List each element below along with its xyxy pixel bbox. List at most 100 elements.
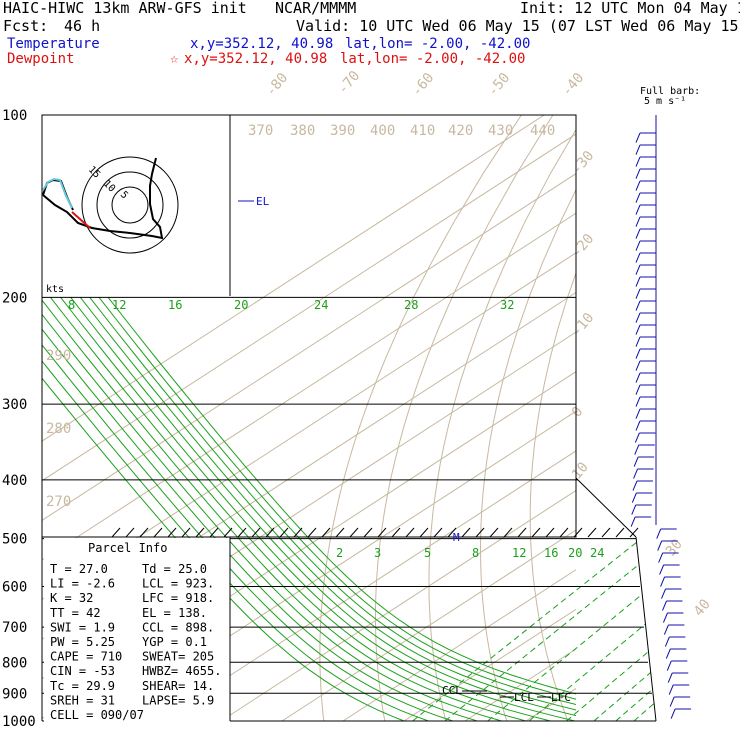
hatch-mark: [181, 527, 191, 538]
wind-barb-flag: [635, 300, 641, 311]
parcel-info-right: LAPSE= 5.9: [142, 693, 214, 707]
isotherm-label: -30: [569, 148, 598, 178]
parcel-info-left: SWI = 1.9: [50, 620, 115, 634]
mixing-ratio-label: 20: [234, 298, 248, 312]
pressure-tick-label: 900: [2, 686, 27, 702]
hatch-mark: [489, 527, 499, 538]
wind-barb-flag: [666, 660, 672, 671]
isotherm-line: [281, 529, 576, 721]
dewpoint-legend: Dewpoint: [7, 51, 74, 67]
organization-label: NCAR/MMMM: [275, 0, 356, 17]
parcel-info-left: T = 27.0: [50, 562, 108, 576]
dry-adiabat: [529, 271, 576, 721]
mixing-ratio-label: 3: [374, 546, 381, 560]
wind-barb-flag: [670, 708, 676, 719]
wind-barb-flag: [663, 624, 669, 635]
wind-barbs: [630, 115, 692, 719]
parcel-info-right: SWEAT= 205: [142, 650, 214, 664]
isotherm-line: [42, 133, 576, 482]
wind-barb-flag: [635, 276, 641, 287]
parcel-info-left: TT = 42: [50, 606, 101, 620]
hatch-mark: [601, 527, 611, 538]
isotherm-line: [220, 489, 576, 721]
mixing-ratio-label: 16: [168, 298, 182, 312]
hatch-mark: [111, 527, 121, 538]
isotherm-label: -80: [263, 70, 292, 100]
mixing-ratio-line: [444, 538, 656, 721]
valid-time: Valid: 10 UTC Wed 06 May 15 (07 LST Wed …: [296, 17, 740, 35]
isotherm-label: -60: [409, 70, 438, 100]
parcel-info-right: Td = 25.0: [142, 562, 207, 576]
wind-barb-flag: [633, 456, 639, 467]
mixing-ratio-label: 16: [544, 546, 558, 560]
wind-barb-flag: [635, 336, 641, 347]
hatch-mark: [615, 527, 625, 538]
hatch-mark: [629, 527, 639, 538]
dewpoint-latlon: lat,lon= -2.00, -42.00: [340, 51, 525, 67]
isotherm-line: [42, 212, 576, 561]
dry-adiabat: [319, 115, 522, 721]
wind-barb-flag: [635, 264, 641, 275]
hatch-mark: [503, 527, 513, 538]
lower-mixing-ratio-grid: [412, 538, 656, 721]
hatch-mark: [321, 527, 331, 538]
wind-barb-flag: [635, 396, 641, 407]
parcel-info-left: PW = 5.25: [50, 635, 115, 649]
isotherm-line: [342, 569, 576, 721]
wind-barb-flag: [635, 252, 641, 263]
parcel-info-panel: Parcel Info T = 27.0 Td = 25.0 LI = -2.6 LC…: [44, 537, 231, 722]
parcel-info-right: LFC = 918.: [142, 591, 214, 605]
wind-barb-flag: [634, 444, 640, 455]
frame-diagonal: [575, 477, 637, 538]
isotherm-line: [42, 173, 576, 521]
hatch-mark: [167, 527, 177, 538]
wind-barb-flag: [635, 312, 641, 323]
isotherm-label: -50: [485, 70, 514, 100]
hatch-mark: [475, 527, 485, 538]
wind-barb-flag: [633, 468, 639, 479]
wind-barb-flag: [635, 324, 641, 335]
forecast-hour: 46 h: [64, 17, 100, 35]
wind-barb-flag: [635, 288, 641, 299]
model-title: HAIC-HIWC 13km ARW-GFS init: [3, 0, 247, 17]
dry-adiabat: [479, 188, 576, 721]
wind-barb-flag: [635, 348, 641, 359]
parcel-info-left: LI = -2.6: [50, 577, 115, 591]
hodograph-units-label: kts: [46, 284, 64, 295]
mixing-ratio-label: 2: [336, 546, 343, 560]
hatch-mark: [265, 527, 275, 538]
wind-barb-flag: [631, 504, 637, 515]
barb-legend-line2: 5 m s⁻¹: [644, 96, 686, 107]
upper-frame: [41, 114, 577, 538]
wind-barb-flag: [630, 516, 636, 527]
theta-label: 400: [370, 123, 395, 139]
wind-barb-flag: [635, 408, 641, 419]
isotherm-line: [42, 115, 545, 442]
theta-label: 430: [488, 123, 513, 139]
wind-barb-flag: [635, 240, 641, 251]
parcel-info-right: EL = 138.: [142, 606, 207, 620]
hatch-mark: [419, 527, 429, 538]
parcel-info-left: Tc = 29.9: [50, 679, 115, 693]
dewpoint-star-icon: ☆: [170, 51, 179, 67]
pressure-tick-label: 800: [2, 655, 27, 671]
parcel-info-left: SREH = 31: [50, 693, 115, 707]
hatch-mark: [391, 527, 401, 538]
lcl-marker: LCL: [514, 691, 534, 704]
wind-barb-flag: [635, 156, 641, 167]
wind-barb-flag: [665, 648, 671, 659]
parcel-info-right: LCL = 923.: [142, 577, 214, 591]
wind-barb-flag: [667, 672, 673, 683]
isotherm-line: [42, 252, 576, 601]
parcel-info-right: HWBZ= 4655.: [142, 664, 221, 678]
wind-barb-flag: [668, 684, 674, 695]
wind-barb-flag: [635, 420, 641, 431]
isotherm-line: [98, 410, 576, 721]
wind-barb-flag: [669, 696, 675, 707]
dewpoint-profile: [580, 115, 740, 721]
isotherm-label: 10: [569, 459, 592, 482]
mixing-ratio-label: 8: [472, 546, 479, 560]
wind-barb-flag: [635, 132, 641, 143]
